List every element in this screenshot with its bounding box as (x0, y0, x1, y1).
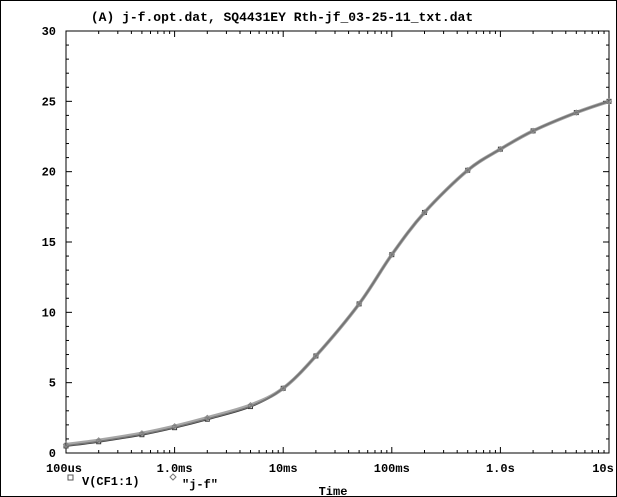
x-tick-label: 10ms (269, 462, 298, 476)
y-tick-label: 15 (42, 236, 56, 250)
series-2-point (312, 352, 320, 360)
x-tick-label: 1.0s (486, 462, 515, 476)
y-tick-label: 5 (49, 377, 56, 391)
series-2-point (388, 251, 396, 258)
series-2-point (605, 98, 613, 105)
series-2-point (279, 385, 287, 392)
x-axis-label: Time (319, 485, 348, 497)
y-tick-labels: 0 5 10 15 20 25 30 (42, 25, 56, 461)
y-tick-label: 20 (42, 166, 56, 180)
series-2-point (204, 414, 211, 422)
y-tick-label: 10 (42, 306, 56, 320)
series-2-point (171, 423, 178, 430)
x-tick-label: 10s (592, 462, 614, 476)
x-tick-labels: 100us 1.0ms 10ms 100ms 1.0s 10s (46, 462, 614, 476)
series-layer (62, 98, 613, 449)
series-2-point (497, 145, 504, 153)
legend: V(CF1:1) "j-f" (67, 473, 218, 492)
y-tick-label: 30 (42, 25, 56, 39)
chart-title: (A) j-f.opt.dat, SQ4431EY Rth-jf_03-25-1… (91, 10, 473, 25)
legend-series-1-label: V(CF1:1) (82, 475, 140, 489)
x-tick-label: 100us (46, 462, 82, 476)
y-tick-label: 0 (49, 447, 56, 461)
legend-series-2-label: "j-f" (182, 478, 218, 492)
series-line-1 (65, 100, 610, 447)
x-axis (65, 31, 605, 453)
series-2-point (529, 127, 537, 135)
legend-marker-diamond-icon (169, 473, 177, 481)
series-2-point (573, 109, 580, 116)
series-2-point (464, 167, 471, 174)
series-2-point (95, 437, 102, 444)
x-tick-label: 100ms (374, 462, 410, 476)
y-axis (66, 30, 609, 454)
series-2-point (138, 430, 146, 437)
series-2-point (421, 209, 428, 216)
series-2-point (247, 401, 254, 409)
series-2-point (62, 441, 70, 448)
plot-area (65, 30, 610, 454)
x-tick-label: 1.0ms (157, 462, 193, 476)
series-2-point (355, 300, 363, 308)
y-tick-label: 25 (42, 95, 56, 109)
series-line-2 (65, 99, 610, 447)
legend-marker-square-icon (67, 474, 74, 481)
